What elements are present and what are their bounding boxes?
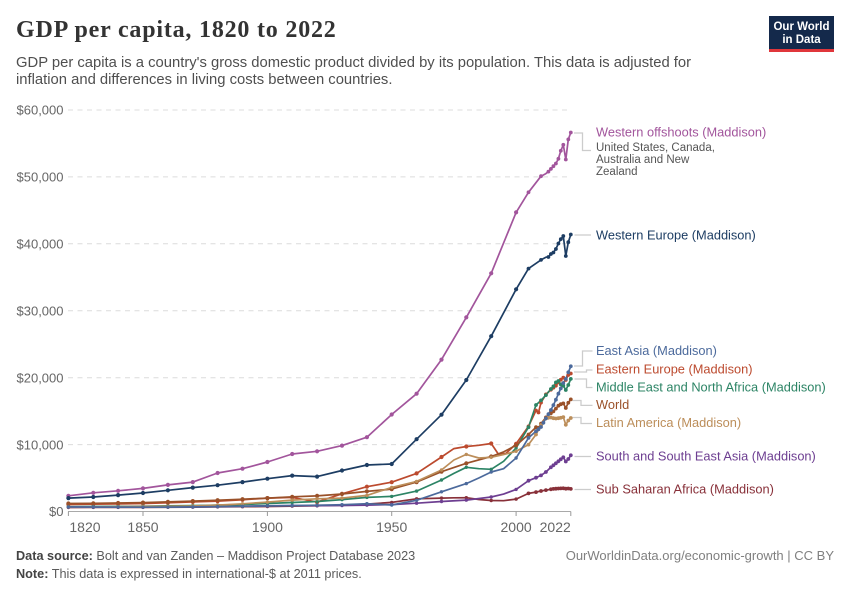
- svg-text:2000: 2000: [501, 519, 532, 535]
- svg-text:2022: 2022: [540, 519, 571, 535]
- svg-text:Eastern Europe (Maddison): Eastern Europe (Maddison): [596, 361, 753, 376]
- svg-text:Latin America (Maddison): Latin America (Maddison): [596, 415, 741, 430]
- svg-text:Middle East and North Africa (: Middle East and North Africa (Maddison): [596, 380, 826, 395]
- svg-text:World: World: [596, 397, 629, 412]
- svg-text:Australia and New: Australia and New: [596, 154, 690, 166]
- svg-text:Western Europe (Maddison): Western Europe (Maddison): [596, 228, 756, 243]
- svg-text:1900: 1900: [252, 519, 283, 535]
- svg-text:South and South East Asia (Mad: South and South East Asia (Maddison): [596, 448, 816, 463]
- svg-text:Sub Saharan Africa (Maddison): Sub Saharan Africa (Maddison): [596, 482, 774, 497]
- svg-text:1820: 1820: [69, 519, 100, 535]
- svg-text:$20,000: $20,000: [17, 370, 64, 385]
- svg-text:Western offshoots (Maddison): Western offshoots (Maddison): [596, 125, 766, 140]
- svg-text:$60,000: $60,000: [17, 103, 64, 118]
- svg-text:$0: $0: [49, 504, 63, 519]
- svg-text:$10,000: $10,000: [17, 437, 64, 452]
- svg-text:Zealand: Zealand: [596, 166, 638, 178]
- svg-text:$50,000: $50,000: [17, 170, 64, 185]
- svg-text:$30,000: $30,000: [17, 303, 64, 318]
- svg-text:1950: 1950: [376, 519, 407, 535]
- svg-text:1850: 1850: [127, 519, 158, 535]
- svg-text:East Asia (Maddison): East Asia (Maddison): [596, 343, 717, 358]
- svg-text:$40,000: $40,000: [17, 237, 64, 252]
- svg-text:United States, Canada,: United States, Canada,: [596, 142, 715, 154]
